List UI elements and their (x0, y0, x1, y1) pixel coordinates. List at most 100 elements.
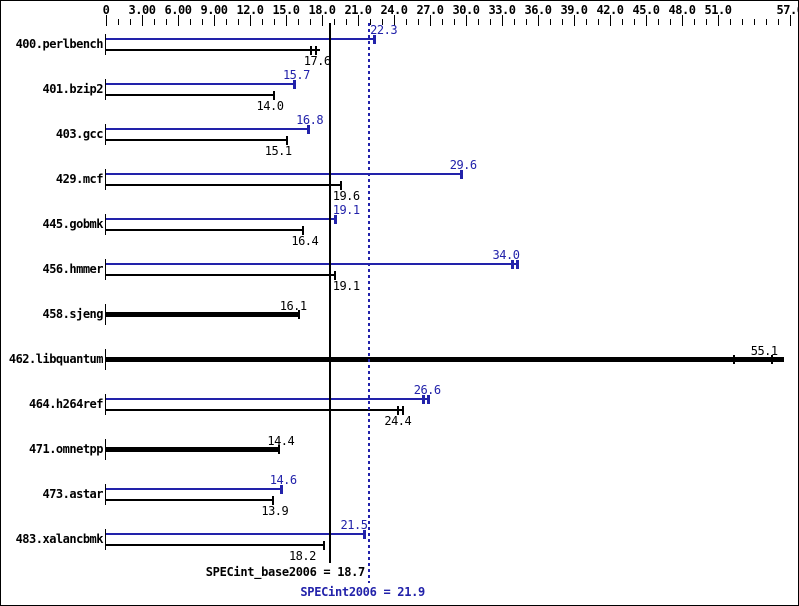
benchmark-axis-tick (105, 214, 106, 235)
peak-bar (106, 83, 295, 85)
axis-minor-tick (634, 19, 635, 25)
single-bar-end-tick (732, 355, 735, 364)
axis-minor-tick (166, 19, 167, 25)
base-bar (106, 544, 325, 546)
axis-major-tick (178, 15, 179, 26)
base-value-label: 16.4 (291, 234, 319, 248)
benchmark-axis-tick (105, 304, 106, 325)
axis-minor-tick (334, 19, 335, 25)
axis-minor-tick (622, 19, 623, 25)
axis-tick-label: 57.0 (776, 3, 798, 17)
peak-value-label: 19.1 (332, 203, 360, 217)
single-bar-end-tick (298, 310, 301, 319)
peak-bar-end-tick (421, 394, 425, 404)
axis-major-tick (538, 15, 539, 26)
peak-bar-end-tick (427, 394, 431, 404)
base-value-label: 14.0 (256, 99, 284, 113)
axis-major-tick (574, 15, 575, 26)
axis-minor-tick (478, 19, 479, 25)
base-bar (106, 184, 342, 186)
base-bar-end-tick (397, 405, 400, 415)
axis-major-tick (142, 15, 143, 26)
peak-bar-end-tick (460, 169, 464, 179)
benchmark-axis-tick (105, 439, 106, 460)
axis-minor-tick (658, 19, 659, 25)
axis-tick-label: 48.0 (668, 3, 696, 17)
peak-mean-line (367, 23, 370, 583)
benchmark-label: 400.perlbench (15, 37, 104, 51)
benchmark-axis-tick (105, 124, 106, 145)
axis-minor-tick (670, 19, 671, 25)
benchmark-label: 445.gobmk (42, 217, 103, 231)
benchmark-label: 403.gcc (55, 127, 104, 141)
base-bar (106, 274, 336, 276)
single-bar (106, 312, 300, 317)
axis-tick-label: 12.0 (236, 3, 264, 17)
axis-minor-tick (346, 19, 347, 25)
peak-bar (106, 173, 462, 175)
axis-minor-tick (274, 19, 275, 25)
axis-major-tick (286, 15, 287, 26)
base-bar (106, 409, 403, 411)
base-bar (106, 49, 320, 51)
axis-minor-tick (382, 19, 383, 25)
single-value-label: 14.4 (267, 433, 295, 448)
base-value-label: 15.1 (264, 144, 292, 158)
base-bar-end-tick (323, 540, 326, 550)
axis-major-tick (466, 15, 467, 26)
axis-tick-label: 9.00 (200, 3, 228, 17)
axis-minor-tick (550, 19, 551, 25)
axis-major-tick (646, 15, 647, 26)
benchmark-axis-tick (105, 394, 106, 415)
axis-minor-tick (694, 19, 695, 25)
axis-tick-label: 36.0 (524, 3, 552, 17)
base-bar-end-tick (310, 45, 313, 55)
single-value-label: 55.1 (750, 343, 778, 358)
base-value-label: 17.6 (303, 54, 331, 68)
axis-minor-tick (406, 19, 407, 25)
axis-minor-tick (562, 19, 563, 25)
peak-value-label: 29.6 (449, 158, 477, 172)
axis-tick-label: 33.0 (488, 3, 516, 17)
axis-major-tick (790, 15, 791, 26)
base-bar-end-tick (271, 495, 274, 505)
axis-minor-tick (370, 19, 371, 25)
base-mean-line (329, 23, 332, 563)
base-value-label: 19.6 (332, 189, 360, 203)
axis-tick-label: 24.0 (380, 3, 408, 17)
axis-tick-label: 21.0 (344, 3, 372, 17)
base-value-label: 18.2 (288, 549, 316, 563)
axis-major-tick (358, 15, 359, 26)
benchmark-axis-tick (105, 484, 106, 505)
benchmark-label: 458.sjeng (42, 307, 103, 321)
peak-bar (106, 218, 336, 220)
axis-minor-tick (418, 19, 419, 25)
axis-major-tick (682, 15, 683, 26)
axis-tick-label: 39.0 (560, 3, 588, 17)
axis-minor-tick (766, 19, 767, 25)
axis-tick-label: 30.0 (452, 3, 480, 17)
peak-bar (106, 488, 282, 490)
axis-major-tick (394, 15, 395, 26)
axis-major-tick (502, 15, 503, 26)
benchmark-axis-tick (105, 349, 106, 370)
peak-value-label: 21.5 (340, 518, 368, 532)
axis-major-tick (250, 15, 251, 26)
base-bar-end-tick (402, 405, 404, 415)
axis-minor-tick (598, 19, 599, 25)
axis-minor-tick (238, 19, 239, 25)
axis-tick-label: 15.0 (272, 3, 300, 17)
single-bar (106, 447, 279, 452)
base-bar-end-tick (334, 270, 337, 280)
benchmark-label: 429.mcf (55, 172, 104, 186)
benchmark-label: 473.astar (42, 487, 103, 501)
peak-value-label: 16.8 (296, 113, 324, 127)
axis-major-tick (106, 15, 107, 26)
axis-minor-tick (298, 19, 299, 25)
axis-major-tick (430, 15, 431, 26)
benchmark-axis-tick (105, 34, 106, 55)
peak-bar (106, 38, 374, 40)
axis-tick-label: 27.0 (416, 3, 444, 17)
peak-value-label: 34.0 (492, 248, 520, 262)
